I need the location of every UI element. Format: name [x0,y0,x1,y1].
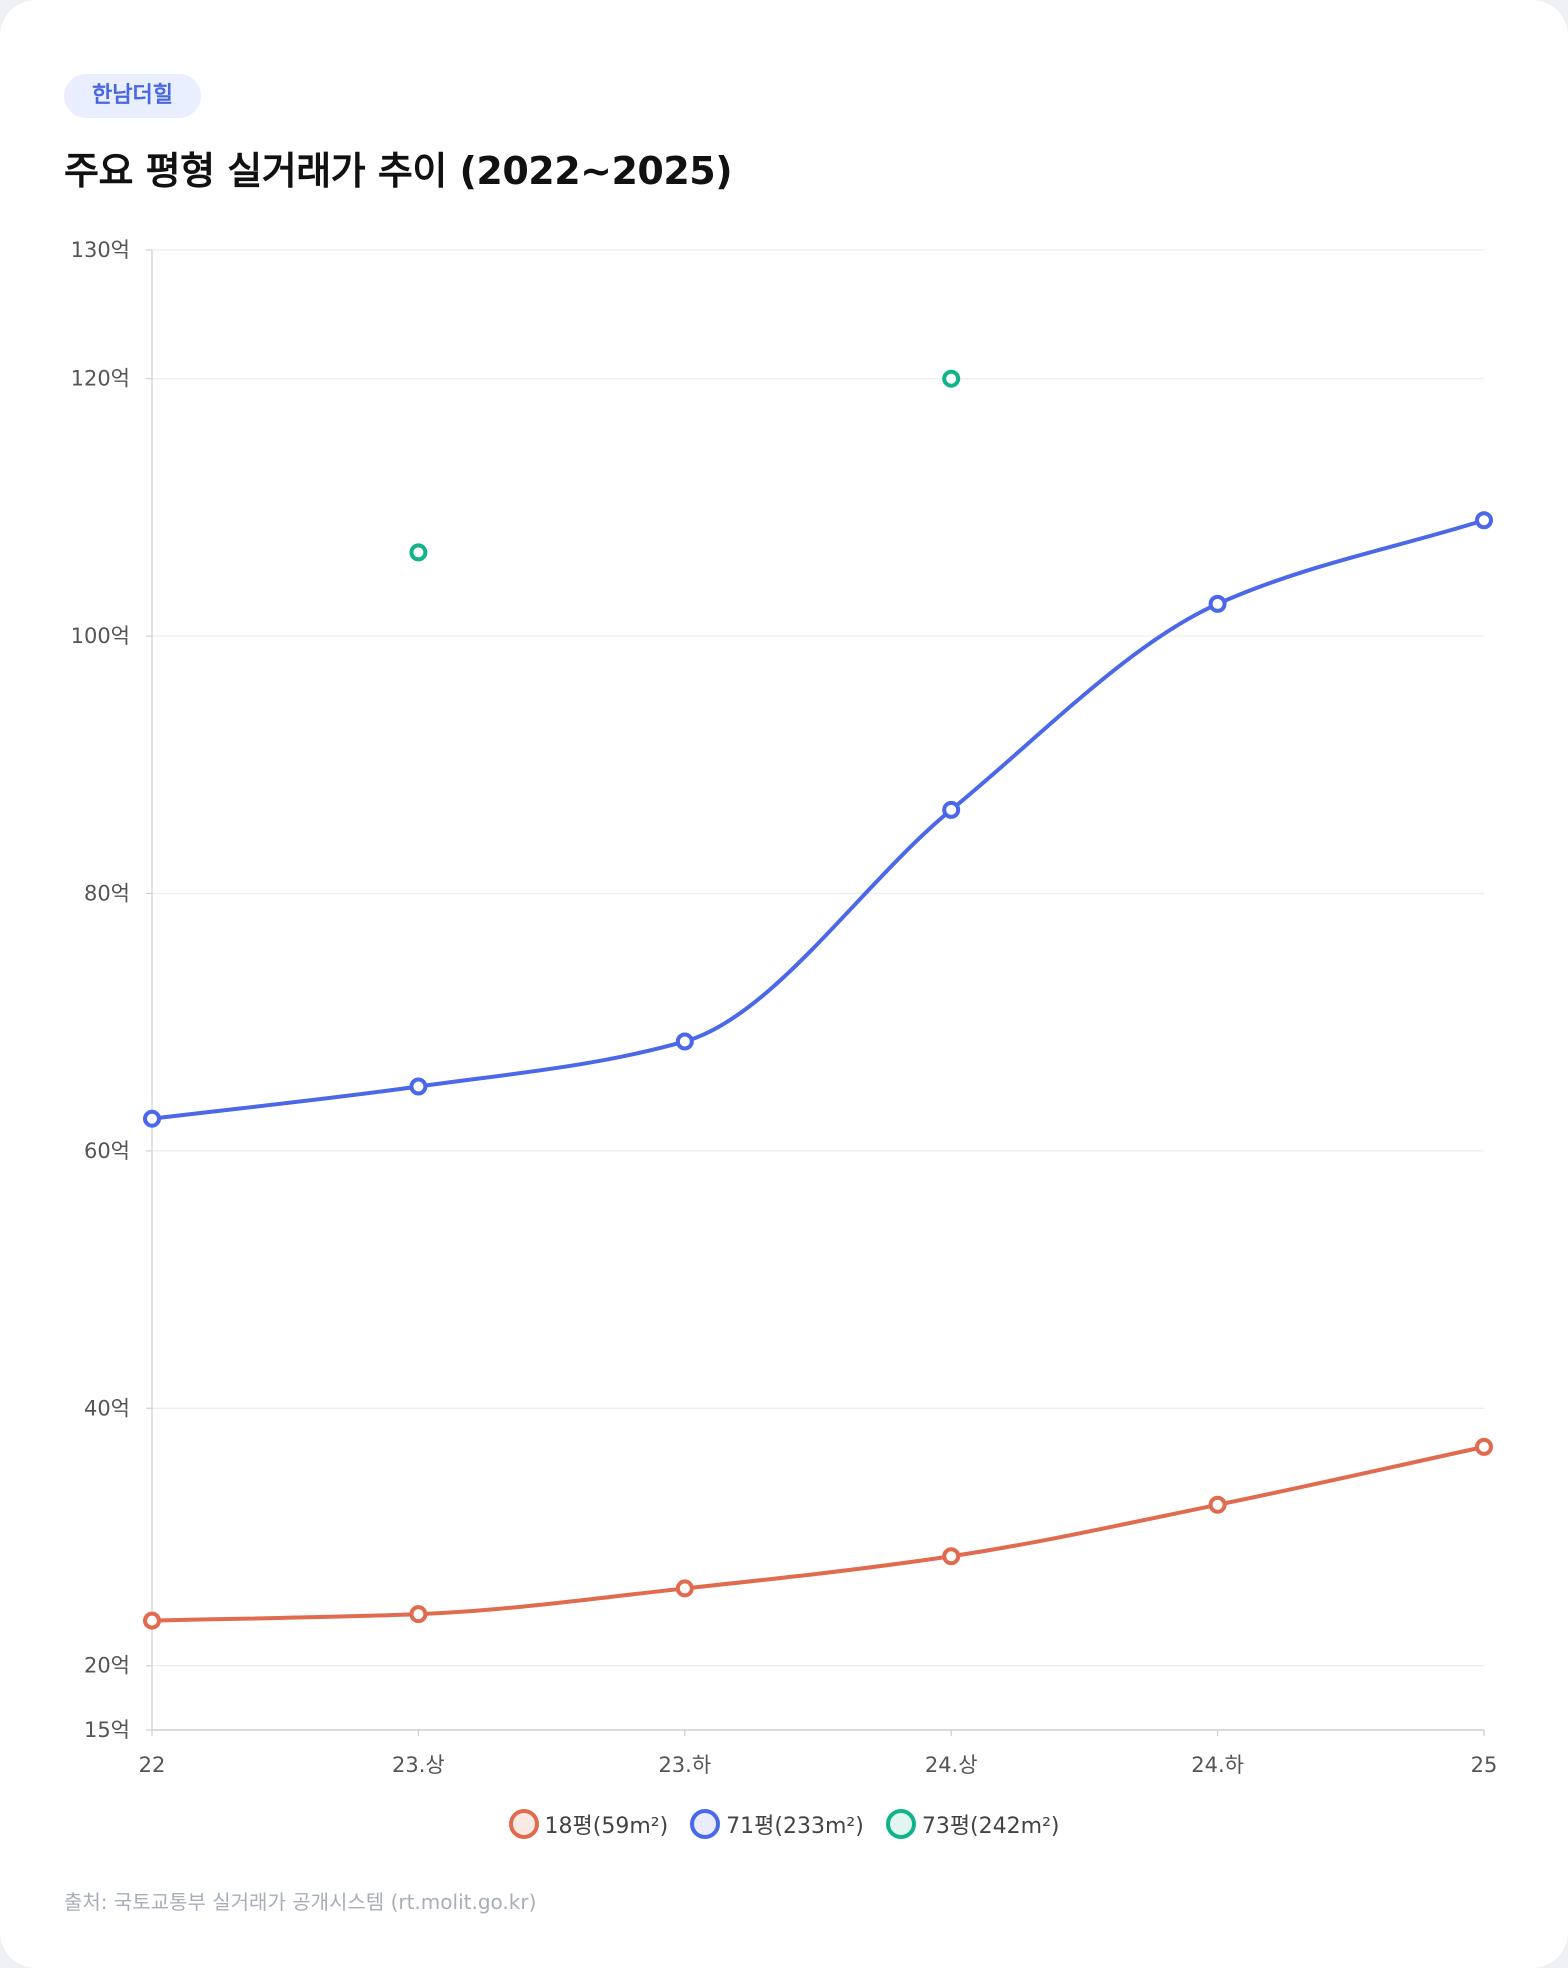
x-tick-label-0: 22 [139,1753,166,1777]
legend-item-0[interactable]: 18평(59m²) [508,1808,669,1840]
legend-swatch-1 [690,1809,721,1839]
data-point-s2-3[interactable] [942,369,961,388]
data-point-s0-2[interactable] [675,1579,694,1598]
legend-item-1[interactable]: 71평(233m²) [690,1808,864,1840]
data-point-s0-1[interactable] [409,1605,428,1624]
data-point-s1-5[interactable] [1475,511,1493,530]
chart-title: 주요 평형 실거래가 추이 (2022~2025) [64,149,733,193]
y-tick-label-130: 130억 [71,238,130,262]
data-point-s1-3[interactable] [942,800,961,819]
data-point-s0-3[interactable] [942,1547,961,1566]
legend-label-2: 73평(242m²) [921,1814,1060,1839]
y-tick-label-20: 20억 [84,1654,130,1678]
y-tick-label-40: 40억 [84,1396,130,1420]
data-point-s1-1[interactable] [409,1077,428,1096]
complex-badge: 한남더힐 [64,74,201,118]
legend-swatch-0 [508,1809,539,1839]
series-line-0 [150,1444,1486,1623]
chart-legend: 18평(59m²) 71평(233m²) 73평(242m²) [0,1808,1568,1840]
series-line-1 [150,518,1486,1121]
data-point-s0-4[interactable] [1208,1495,1227,1514]
legend-label-0: 18평(59m²) [544,1814,669,1839]
y-tick-label-80: 80억 [84,881,130,905]
y-tick-label-15: 15억 [84,1718,130,1742]
price-trend-chart: 15억 20억 40억 60억 80억 100억 120억 130억 22 23.상 23.하 24.… [71,238,1498,1777]
data-point-s2-1[interactable] [409,543,428,562]
data-point-s0-0[interactable] [143,1611,161,1630]
data-point-s1-4[interactable] [1208,594,1227,613]
legend-item-2[interactable]: 73평(242m²) [885,1808,1060,1840]
y-tick-label-120: 120억 [71,367,130,391]
legend-swatch-2 [885,1809,916,1839]
y-tick-label-100: 100억 [71,624,130,648]
data-point-s1-0[interactable] [143,1109,161,1128]
data-point-s0-5[interactable] [1475,1437,1493,1456]
legend-label-1: 71평(233m²) [726,1814,864,1839]
x-tick-label-4: 24.하 [1191,1753,1244,1777]
y-tick-label-60: 60억 [84,1139,130,1163]
data-point-s1-2[interactable] [675,1032,694,1051]
data-source-note: 출처: 국토교통부 실거래가 공개시스템 (rt.molit.go.kr) [64,1890,537,1914]
x-tick-label-5: 25 [1471,1753,1498,1777]
x-tick-label-1: 23.상 [392,1753,445,1777]
x-tick-label-3: 24.상 [925,1753,978,1777]
x-tick-label-2: 23.하 [658,1753,711,1777]
